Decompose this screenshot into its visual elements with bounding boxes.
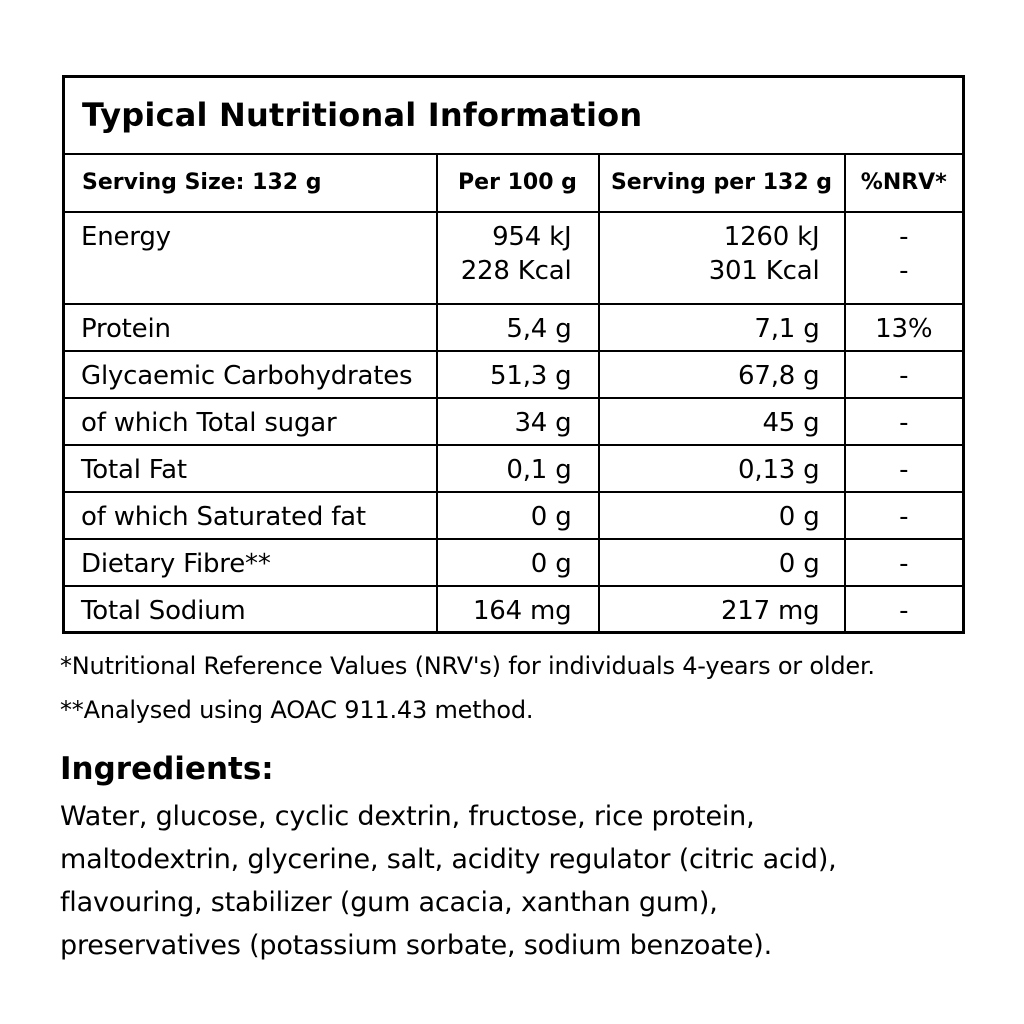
row-label: Energy	[62, 210, 438, 305]
row-value-per-100g: 0 g	[435, 490, 600, 540]
row-value-per-100g: 51,3 g	[435, 349, 600, 399]
row-value-nrv: -	[843, 490, 965, 540]
row-value-nrv: - -	[843, 210, 965, 305]
row-label: Protein	[62, 302, 438, 352]
ingredients-body: Water, glucose, cyclic dextrin, fructose…	[60, 801, 837, 961]
row-value-per-serving: 45 g	[597, 396, 846, 446]
row-value-nrv: -	[843, 443, 965, 493]
ingredients-section: Ingredients: Water, glucose, cyclic dext…	[60, 748, 1010, 967]
table-row: Glycaemic Carbohydrates 51,3 g 67,8 g-	[62, 349, 965, 399]
row-label: Total Sodium	[62, 584, 438, 634]
table-row: Total Fat 0,1 g 0,13 g-	[62, 443, 965, 493]
table-row: of which Total sugar 34 g 45 g-	[62, 396, 965, 446]
table-row: Energy 954 kJ 228 Kcal 1260 kJ 301 Kcal - -	[62, 210, 965, 305]
column-header-nrv: %NRV*	[843, 152, 965, 213]
column-header-serving-size: Serving Size: 132 g	[62, 152, 438, 213]
column-header-per-100g: Per 100 g	[435, 152, 600, 213]
row-value-nrv: -	[843, 349, 965, 399]
row-value-per-serving: 217 mg	[597, 584, 846, 634]
row-value-per-serving: 0 g	[597, 490, 846, 540]
row-value-per-serving: 0,13 g	[597, 443, 846, 493]
footnote-aoac-method: **Analysed using AOAC 911.43 method.	[60, 696, 534, 724]
footnotes: *Nutritional Reference Values (NRV's) fo…	[60, 644, 875, 732]
table-body: Energy 954 kJ 228 Kcal 1260 kJ 301 Kcal - -…	[62, 210, 965, 634]
row-value-per-100g: 0,1 g	[435, 443, 600, 493]
row-label: of which Total sugar	[62, 396, 438, 446]
row-value-per-100g: 954 kJ 228 Kcal	[435, 210, 600, 305]
row-value-per-serving: 0 g	[597, 537, 846, 587]
table-row: Total Sodium 164 mg 217 mg -	[62, 584, 965, 634]
nutrition-table: Typical Nutritional Information Serving …	[62, 75, 966, 634]
row-value-per-serving: 67,8 g	[597, 349, 846, 399]
column-header-serving-per-132g: Serving per 132 g	[597, 152, 846, 213]
row-label: Glycaemic Carbohydrates	[62, 349, 438, 399]
table-row: Protein 5,4 g 7,1 g 13%	[62, 302, 965, 352]
footnote-nrv: *Nutritional Reference Values (NRV's) fo…	[60, 652, 875, 680]
row-value-nrv: 13%	[843, 302, 965, 352]
table-title-row: Typical Nutritional Information	[62, 75, 965, 155]
row-value-per-serving: 1260 kJ 301 Kcal	[597, 210, 846, 305]
table-title: Typical Nutritional Information	[62, 75, 965, 155]
row-value-per-serving: 7,1 g	[597, 302, 846, 352]
ingredients-heading: Ingredients:	[60, 751, 274, 787]
row-label: of which Saturated fat	[62, 490, 438, 540]
row-value-per-100g: 164 mg	[435, 584, 600, 634]
row-value-per-100g: 5,4 g	[435, 302, 600, 352]
row-value-nrv: -	[843, 396, 965, 446]
row-value-per-100g: 34 g	[435, 396, 600, 446]
row-label: Dietary Fibre**	[62, 537, 438, 587]
row-label: Total Fat	[62, 443, 438, 493]
row-value-nrv: -	[843, 537, 965, 587]
table-header-row: Serving Size: 132 g Per 100 g Serving pe…	[62, 152, 965, 213]
row-value-nrv: -	[843, 584, 965, 634]
row-value-per-100g: 0 g	[435, 537, 600, 587]
